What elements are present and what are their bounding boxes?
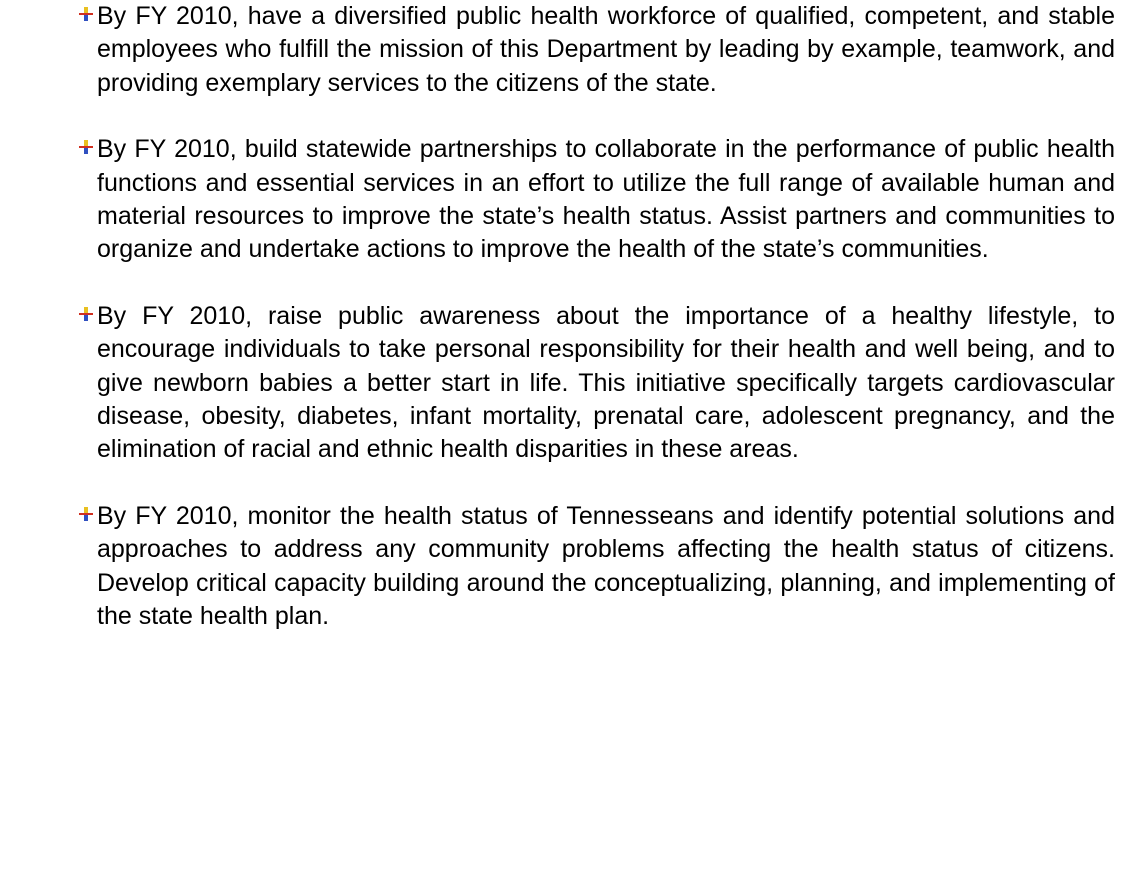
bullet-icon	[79, 140, 93, 155]
list-item: By FY 2010, monitor the health status of…	[0, 500, 1145, 634]
list-item: By FY 2010, raise public awareness about…	[0, 300, 1145, 467]
bullet-list: By FY 2010, have a diversified public he…	[0, 0, 1145, 634]
list-item: By FY 2010, have a diversified public he…	[0, 0, 1145, 100]
bullet-icon	[79, 506, 93, 521]
item-text: By FY 2010, build statewide partnerships…	[97, 135, 1115, 264]
item-text: By FY 2010, raise public awareness about…	[97, 301, 1115, 464]
bullet-icon	[79, 306, 93, 321]
list-item: By FY 2010, build statewide partnerships…	[0, 133, 1145, 267]
item-text: By FY 2010, have a diversified public he…	[97, 2, 1115, 97]
item-text: By FY 2010, monitor the health status of…	[97, 501, 1115, 631]
bullet-icon	[79, 7, 93, 21]
